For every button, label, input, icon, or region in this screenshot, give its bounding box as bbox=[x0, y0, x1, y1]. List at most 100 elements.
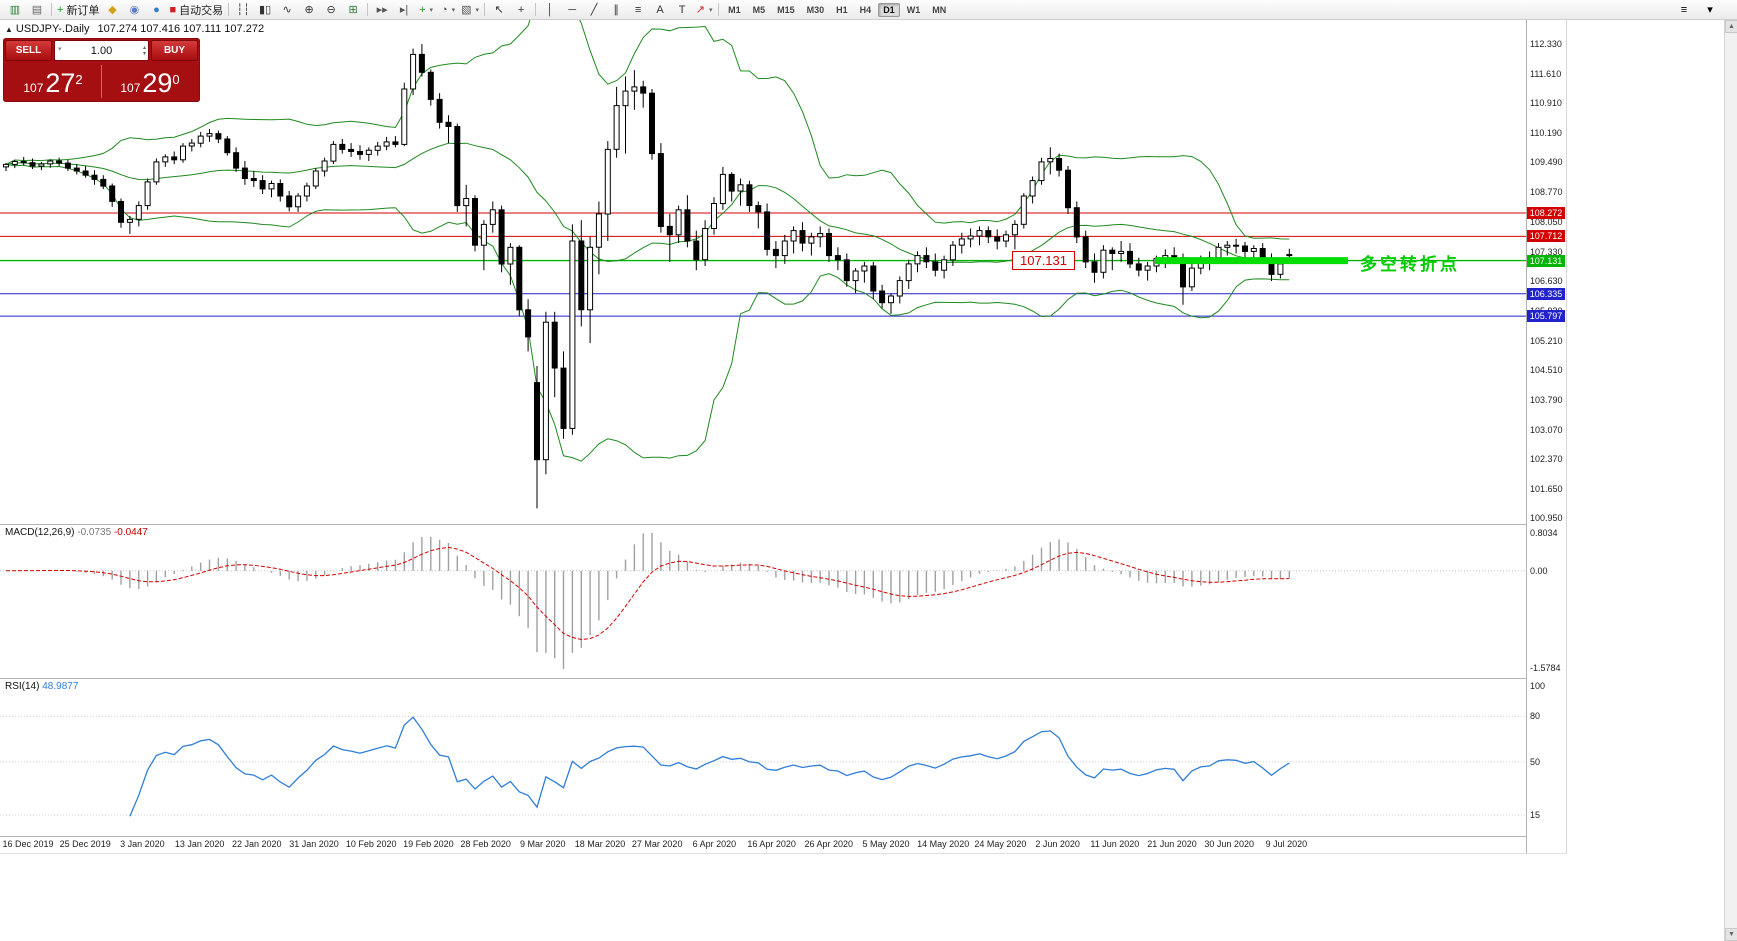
rsi-chart[interactable] bbox=[0, 678, 1526, 836]
scroll-down-icon[interactable]: ▼ bbox=[1725, 928, 1737, 941]
toolbar-button-trendline[interactable]: ╱ bbox=[583, 2, 605, 18]
toolbar-button-expert-advisors[interactable]: ◆ bbox=[101, 2, 123, 18]
workspace-scrollbar[interactable]: ▲ ▼ bbox=[1724, 20, 1737, 941]
timeframe-d1[interactable]: D1 bbox=[878, 2, 900, 17]
chevron-down-icon[interactable]: ▾ bbox=[708, 6, 713, 14]
timeframe-m1[interactable]: M1 bbox=[728, 4, 741, 15]
volume-dropdown-icon[interactable]: ▾ bbox=[58, 46, 62, 53]
date-tick: 22 Jan 2020 bbox=[232, 839, 282, 849]
toolbar-button-bar-chart-mode[interactable]: ┆┆ bbox=[232, 2, 254, 18]
turning-point-annotation[interactable]: 多空转折点 bbox=[1360, 254, 1460, 274]
toolbar-button-arrows[interactable]: ↗ ▾ bbox=[693, 2, 715, 18]
toolbar-button-zoom-out[interactable]: ⊖ bbox=[320, 2, 342, 18]
toolbar-button-zoom-in[interactable]: ⊕ bbox=[298, 2, 320, 18]
vertical-line-icon: │ bbox=[546, 3, 554, 16]
toolbar-separator bbox=[367, 3, 369, 16]
price-chart[interactable] bbox=[0, 20, 1526, 524]
toolbar-customize-icon[interactable]: ≡ bbox=[1680, 4, 1688, 16]
horizontal-line-icon: ─ bbox=[568, 3, 576, 16]
toolbar-button-text[interactable]: A bbox=[649, 2, 671, 18]
rsi-line bbox=[0, 715, 1526, 817]
timeframe-m30[interactable]: M30 bbox=[806, 4, 825, 15]
new-order-label: 新订单 bbox=[66, 4, 100, 17]
toolbar-separator bbox=[718, 3, 720, 16]
price-level-axis-label: 106.335 bbox=[1527, 287, 1565, 300]
sell-button[interactable]: SELL bbox=[5, 40, 52, 61]
toolbar-button-candlestick-mode[interactable]: ▮▯ bbox=[254, 2, 276, 18]
toolbar-button-line-chart-mode[interactable]: ∿ bbox=[276, 2, 298, 18]
autotrading-label: 自动交易 bbox=[179, 4, 224, 17]
scroll-up-icon[interactable]: ▲ bbox=[1725, 20, 1737, 33]
price-level-axis-label: 107.131 bbox=[1527, 254, 1565, 267]
price-level-axis-label: 108.272 bbox=[1527, 207, 1565, 220]
timeframe-m15[interactable]: M15 bbox=[777, 4, 795, 15]
timeframe-w1[interactable]: W1 bbox=[906, 4, 921, 15]
price-tick: 110.910 bbox=[1530, 98, 1562, 109]
toolbar-button-fibonacci[interactable]: ≡ bbox=[627, 2, 649, 18]
timeframe-mn[interactable]: MN bbox=[932, 4, 947, 15]
new-chart-icon: ▥ bbox=[9, 3, 21, 16]
buy-price[interactable]: 107 29 0 bbox=[120, 68, 180, 98]
chevron-down-icon[interactable]: ▾ bbox=[475, 6, 480, 14]
toolbar-button-crosshair[interactable]: + bbox=[510, 2, 532, 18]
toolbar-button-autotrading[interactable]: ■ 自动交易 bbox=[167, 2, 225, 18]
toolbar-button-periods[interactable]: ◔ ▾ bbox=[437, 2, 459, 18]
price-tick: 103.070 bbox=[1530, 424, 1563, 435]
toolbar-button-vertical-line[interactable]: │ bbox=[539, 2, 561, 18]
macd-chart[interactable] bbox=[0, 524, 1526, 678]
sell-price[interactable]: 107 27 2 bbox=[23, 68, 83, 98]
toolbar-button-equidistant-channel[interactable]: ∥ bbox=[605, 2, 627, 18]
candles bbox=[3, 44, 1293, 509]
chevron-down-icon[interactable]: ▾ bbox=[451, 6, 456, 14]
date-axis[interactable]: 16 Dec 2019 25 Dec 2019 3 Jan 2020 13 Jan 2… bbox=[0, 836, 1526, 853]
tile-windows-icon: ⊞ bbox=[348, 3, 358, 16]
toolbar-button-horizontal-line[interactable]: ─ bbox=[561, 2, 583, 18]
toolbar-button-new-order[interactable]: + 新订单 bbox=[55, 2, 101, 18]
toolbar-button-profiles[interactable]: ▤ bbox=[26, 2, 48, 18]
zoom-out-icon: ⊖ bbox=[326, 3, 336, 16]
toolbar-button-tile-windows[interactable]: ⊞ bbox=[342, 2, 364, 18]
toolbar-button-auto-scroll[interactable]: ▸▸ bbox=[371, 2, 393, 18]
price-tick: 100.950 bbox=[1530, 513, 1563, 524]
autotrading-icon: ■ bbox=[169, 3, 177, 16]
price-level-label[interactable]: 107.131 bbox=[1012, 250, 1075, 270]
toolbar-button-market[interactable]: ◉ bbox=[123, 2, 145, 18]
expert-advisors-icon: ◆ bbox=[108, 3, 117, 16]
templates-icon: ▧ bbox=[461, 3, 472, 16]
toolbar-button-new-chart[interactable]: ▥ bbox=[4, 2, 26, 18]
toolbar-more-icon[interactable]: ▾ bbox=[1707, 4, 1713, 16]
toolbar-button-text-label[interactable]: T bbox=[671, 2, 693, 18]
date-tick: 18 Mar 2020 bbox=[574, 839, 626, 849]
market-icon: ◉ bbox=[129, 3, 140, 16]
arrows-icon: ↗ bbox=[695, 3, 705, 16]
date-tick: 16 Dec 2019 bbox=[2, 839, 54, 849]
chart-window: ▲ USDJPY-.Daily 107.274 107.416 107.111 10… bbox=[0, 20, 1567, 854]
date-tick: 30 Jun 2020 bbox=[1204, 839, 1254, 849]
line-chart-mode-icon: ∿ bbox=[282, 3, 292, 16]
rsi-scale-tick: 15 bbox=[1530, 810, 1541, 821]
timeframe-m5[interactable]: M5 bbox=[752, 4, 766, 15]
panel-separator[interactable] bbox=[0, 678, 1566, 679]
price-tick: 104.510 bbox=[1530, 364, 1563, 375]
date-tick: 6 Apr 2020 bbox=[692, 839, 737, 849]
toolbar-button-community[interactable]: ● bbox=[145, 2, 167, 18]
buy-button[interactable]: BUY bbox=[151, 40, 198, 61]
toolbar-button-indicators[interactable]: + ▾ bbox=[415, 2, 437, 18]
macd-scale-tick: -1.5784 bbox=[1530, 663, 1561, 673]
timeframe-h1[interactable]: H1 bbox=[836, 4, 848, 15]
chevron-down-icon[interactable]: ▾ bbox=[429, 6, 434, 14]
toolbar-button-chart-shift[interactable]: ▸| bbox=[393, 2, 415, 18]
volume-input[interactable]: ▾ 1.00 ▴ ▾ bbox=[54, 40, 149, 61]
price-tick: 108.770 bbox=[1530, 187, 1563, 198]
equidistant-channel-icon: ∥ bbox=[613, 3, 619, 16]
panel-separator[interactable] bbox=[0, 524, 1566, 525]
volume-up-icon[interactable]: ▴ bbox=[142, 44, 146, 51]
toolbar-button-templates[interactable]: ▧ ▾ bbox=[459, 2, 481, 18]
toolbar-separator bbox=[484, 3, 486, 16]
date-tick: 14 May 2020 bbox=[917, 839, 970, 849]
toolbar-button-cursor[interactable]: ↖ bbox=[488, 2, 510, 18]
volume-down-icon[interactable]: ▾ bbox=[142, 50, 146, 57]
price-axis[interactable]: 112.330 111.610 110.910 110.190 109.490 108.7… bbox=[1526, 20, 1566, 853]
timeframe-h4[interactable]: H4 bbox=[859, 4, 872, 15]
profiles-icon: ▤ bbox=[31, 3, 43, 16]
